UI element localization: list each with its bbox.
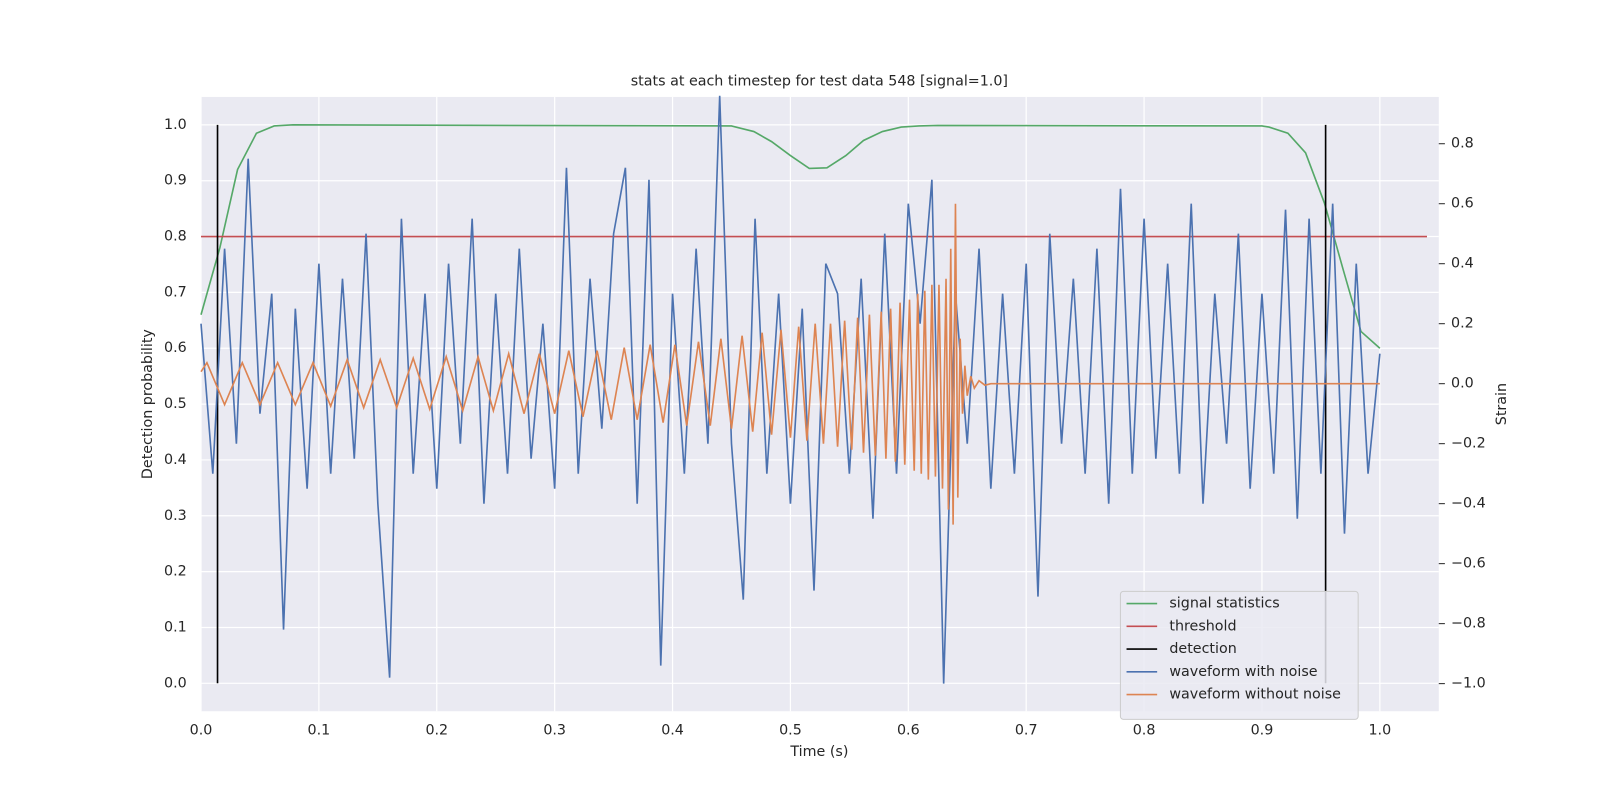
y-tick-label: 0.5 xyxy=(164,396,187,412)
y2-tick-label: −1.0 xyxy=(1451,676,1486,692)
y-tick-label: 0.6 xyxy=(164,340,187,356)
legend-label: threshold xyxy=(1169,618,1236,634)
legend-box xyxy=(1119,590,1359,720)
y-tick-label: 0.2 xyxy=(164,564,187,580)
x-tick-label: 0.2 xyxy=(425,723,448,739)
x-tick-label: 0.6 xyxy=(897,723,920,739)
legend: signal statistics threshold detection wavef… xyxy=(1119,590,1359,720)
legend-label: waveform with noise xyxy=(1169,664,1317,680)
y-tick-label: 0.3 xyxy=(164,508,187,524)
x-tick-label: 1.0 xyxy=(1368,723,1391,739)
x-tick-label: 0.9 xyxy=(1251,723,1274,739)
x-tick-label: 0.3 xyxy=(543,723,566,739)
series-line xyxy=(200,124,1381,349)
x-axis-label: Time (s) xyxy=(789,744,848,760)
y2-tick-label: −0.8 xyxy=(1451,616,1486,632)
y-tick-label: 1.0 xyxy=(164,117,187,133)
y2-axis-label: Strain xyxy=(1494,383,1510,425)
x-tick-label: 0.1 xyxy=(308,723,331,739)
y2-tick-label: −0.4 xyxy=(1451,496,1486,512)
x-tick-label: 0.8 xyxy=(1133,723,1156,739)
y2-tick-label: 0.4 xyxy=(1451,256,1474,272)
y2-tick-label: 0.0 xyxy=(1451,376,1474,392)
y2-tick-label: 0.6 xyxy=(1451,196,1474,212)
y2-tick-label: 0.2 xyxy=(1451,316,1474,332)
y-tick-label: 0.0 xyxy=(164,675,187,691)
y2-tick-label: −0.6 xyxy=(1451,556,1486,572)
x-tick-label: 0.4 xyxy=(661,723,684,739)
legend-label: detection xyxy=(1169,641,1236,657)
x-tick-label: 0.0 xyxy=(190,723,213,739)
x-tick-label: 0.7 xyxy=(1015,723,1038,739)
legend-label: waveform without noise xyxy=(1169,687,1341,703)
y-tick-label: 0.9 xyxy=(164,173,187,189)
legend-label: signal statistics xyxy=(1169,596,1279,612)
x-tick-label: 0.5 xyxy=(779,723,802,739)
y-tick-label: 0.7 xyxy=(164,284,187,300)
series-line xyxy=(200,203,1380,525)
y-tick-label: 0.1 xyxy=(164,619,187,635)
y2-tick-label: 0.8 xyxy=(1451,136,1474,152)
y-tick-label: 0.8 xyxy=(164,229,187,245)
marks xyxy=(200,95,1427,684)
y-axis-label: Detection probability xyxy=(140,329,156,480)
chart-title: stats at each timestep for test data 548… xyxy=(631,74,1008,90)
y-tick-label: 0.4 xyxy=(164,452,187,468)
y2-tick-label: −0.2 xyxy=(1451,436,1486,452)
